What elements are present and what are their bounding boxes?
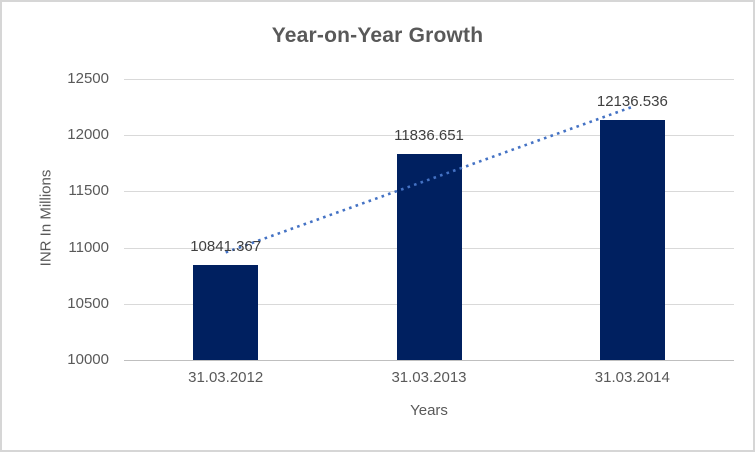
x-axis-line (124, 360, 734, 361)
bar-31.03.2013 (396, 153, 462, 360)
x-axis-title: Years (410, 402, 448, 419)
gridline (124, 79, 734, 80)
x-axis-tick-label: 31.03.2013 (391, 369, 467, 386)
y-axis-tick-label: 10500 (67, 295, 109, 312)
bar-value-label: 10841.367 (190, 238, 262, 256)
y-axis-tick-label: 12500 (67, 70, 109, 87)
bar-31.03.2014 (599, 119, 665, 360)
y-axis-tick-label: 11000 (68, 239, 109, 256)
bar-value-label: 11836.651 (394, 126, 464, 144)
y-axis-tick-label: 11500 (68, 182, 109, 199)
x-axis-tick-label: 31.03.2012 (188, 369, 264, 386)
bar-value-label: 12136.536 (596, 92, 668, 110)
y-axis-tick-label: 10000 (67, 351, 109, 368)
y-axis-tick-label: 12000 (67, 126, 109, 143)
x-axis-tick-label: 31.03.2014 (594, 369, 670, 386)
bar-31.03.2012 (193, 265, 259, 360)
chart-title: Year-on-Year Growth (271, 24, 484, 47)
